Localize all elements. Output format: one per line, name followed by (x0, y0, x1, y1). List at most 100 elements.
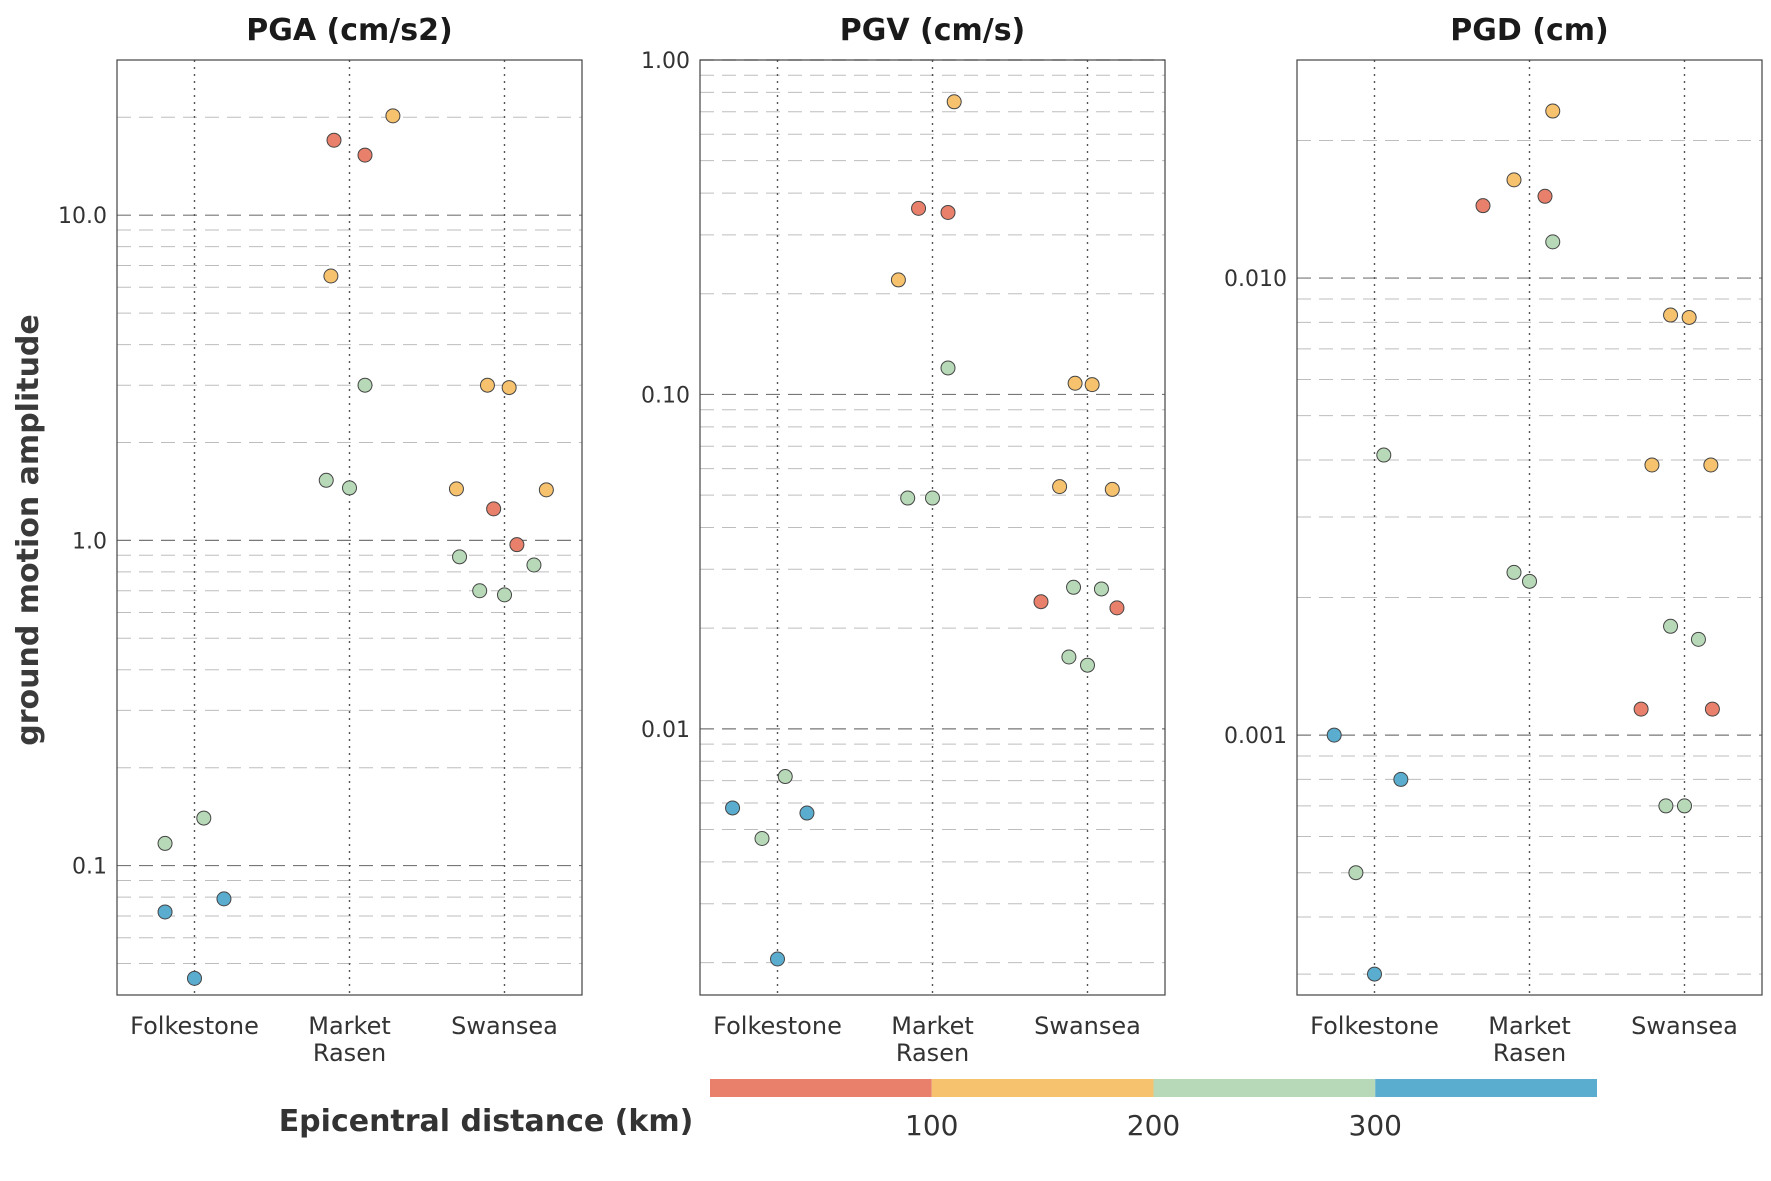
data-point (940, 360, 956, 376)
data-point (1704, 701, 1720, 717)
plot-frame (116, 59, 583, 996)
data-point (799, 805, 815, 821)
data-point (900, 490, 916, 506)
data-point (1545, 234, 1561, 250)
data-point (318, 472, 334, 488)
category-label-folkestone: Folkestone (713, 1012, 842, 1040)
category-label-market-rasen: Market Rasen (1488, 1012, 1571, 1067)
plot-frame (699, 59, 1166, 996)
data-point (497, 587, 512, 603)
data-point (940, 204, 956, 220)
colorbar-ticks: 100 200 300 (905, 1109, 1402, 1142)
chart-panels: PGA (cm/s2) 0.1 1.0 10.0 Folkestone Market Ras… (58, 13, 1763, 1067)
data-point (1080, 657, 1095, 673)
data-point (538, 482, 554, 498)
category-label-folkestone: Folkestone (130, 1012, 259, 1040)
data-point (196, 810, 212, 826)
y-axis-label: ground motion amplitude (11, 314, 46, 745)
colorbar-tick-label: 100 (905, 1109, 958, 1142)
data-point (357, 147, 373, 163)
category-label-market-rasen: Market Rasen (308, 1012, 391, 1067)
data-point (1061, 649, 1077, 665)
category-label-swansea: Swansea (451, 1012, 558, 1040)
data-point (486, 501, 502, 517)
colorbar-legend: Epicentral distance (km) 100 200 300 (279, 1079, 1597, 1142)
category-label-market-rasen: Market Rasen (891, 1012, 974, 1067)
data-point (1537, 188, 1553, 204)
data-point (1326, 727, 1342, 743)
data-point (216, 891, 232, 907)
plot-frame (1296, 59, 1763, 996)
y-tick-label: 0.010 (1224, 267, 1287, 292)
data-point (946, 94, 962, 110)
colorbar-tick-label: 300 (1349, 1109, 1402, 1142)
data-point (1393, 771, 1409, 787)
data-point (1506, 172, 1522, 188)
data-point (1033, 594, 1049, 610)
data-point (911, 200, 927, 216)
data-point (342, 480, 357, 496)
colorbar-bins (710, 1079, 1597, 1097)
category-label-swansea: Swansea (1631, 1012, 1738, 1040)
panel-pgd: PGD (cm) 0.001 0.010 Folkestone Market Rasen S… (1224, 13, 1763, 1067)
data-point (1681, 309, 1697, 325)
data-point (1475, 198, 1491, 214)
data-point (357, 377, 373, 393)
y-tick-label: 0.10 (641, 383, 690, 408)
data-point (1109, 600, 1125, 616)
data-point (509, 537, 525, 553)
data-point (770, 951, 785, 967)
colorbar-title: Epicentral distance (km) (279, 1104, 694, 1139)
data-point (1084, 377, 1100, 393)
data-point (1376, 447, 1392, 463)
colorbar-tick-label: 200 (1127, 1109, 1180, 1142)
colorbar-bin (1153, 1079, 1376, 1097)
colorbar-bin (710, 1079, 932, 1097)
data-point (1066, 579, 1082, 595)
data-point (501, 380, 517, 396)
data-point (1545, 103, 1561, 119)
data-point (1644, 457, 1660, 473)
data-point (725, 800, 741, 816)
y-tick-label: 10.0 (58, 204, 107, 229)
panel-pga: PGA (cm/s2) 0.1 1.0 10.0 Folkestone Market Ras… (58, 13, 583, 1067)
data-point (157, 904, 173, 920)
data-point (1522, 573, 1537, 589)
data-point (452, 549, 468, 565)
data-point (323, 268, 339, 284)
data-point (326, 132, 342, 148)
colorbar-bin (931, 1079, 1154, 1097)
data-point (1633, 701, 1649, 717)
data-point (1703, 457, 1719, 473)
panel-title: PGD (cm) (1450, 13, 1608, 48)
data-point (479, 377, 495, 393)
data-point (1348, 865, 1364, 881)
data-point (1658, 798, 1674, 814)
data-point (526, 557, 542, 573)
panel-title: PGV (cm/s) (840, 13, 1026, 48)
data-point (1093, 581, 1109, 597)
data-point (187, 970, 202, 986)
data-point (385, 108, 401, 124)
data-point (1052, 479, 1068, 495)
data-point (925, 490, 940, 506)
category-label-folkestone: Folkestone (1310, 1012, 1439, 1040)
data-point (1677, 798, 1692, 814)
y-tick-label: 0.001 (1224, 724, 1287, 749)
data-point (1690, 631, 1706, 647)
data-point (1104, 481, 1120, 497)
data-point (1663, 307, 1679, 323)
y-tick-label: 0.01 (641, 718, 690, 743)
y-tick-label: 0.1 (72, 855, 107, 880)
panel-title: PGA (cm/s2) (246, 13, 452, 48)
colorbar-bin (1375, 1079, 1597, 1097)
data-point (1367, 966, 1382, 982)
data-point (890, 272, 906, 288)
data-point (1663, 618, 1679, 634)
data-point (1506, 564, 1522, 580)
y-tick-label: 1.00 (641, 49, 690, 74)
data-point (448, 481, 464, 497)
data-point (157, 835, 173, 851)
category-label-swansea: Swansea (1034, 1012, 1141, 1040)
